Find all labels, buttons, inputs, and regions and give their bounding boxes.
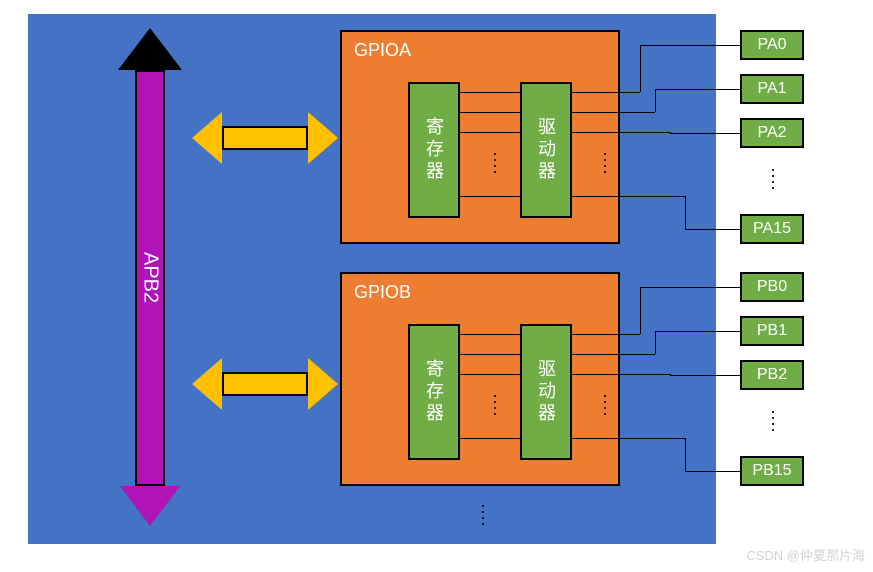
watermark: CSDN @仲夏那片海 (746, 545, 865, 564)
gpio-b-line-internal (460, 354, 520, 355)
pin-pa2: PA2 (740, 118, 804, 148)
arrow-gpiob-right (308, 358, 338, 410)
arrow-gpioa-left (192, 112, 222, 164)
pin-pb2: PB2 (740, 360, 804, 390)
apb2-label: APB2 (135, 238, 165, 318)
pin-label-pb2: PB2 (742, 362, 802, 388)
ellipsis-dots: ···· (768, 408, 778, 432)
gpio-b-line-internal (460, 334, 520, 335)
gpio-b-title: GPIOB (354, 282, 411, 303)
gpio-b-register: 寄存器 (408, 324, 460, 460)
pin-label-pa1: PA1 (742, 76, 802, 102)
pin-pa15: PA15 (740, 214, 804, 244)
gpio-a-driver: 驱动器 (520, 82, 572, 218)
pin-label-pa0: PA0 (742, 32, 802, 58)
gpio-b (340, 272, 620, 486)
pin-label-pa2: PA2 (742, 120, 802, 146)
arrow-gpioa-right (308, 112, 338, 164)
pin-pb1: PB1 (740, 316, 804, 346)
pin-pb0: PB0 (740, 272, 804, 302)
arrow-gpioa-shaft (222, 126, 308, 150)
ellipsis-dots: ···· (490, 392, 500, 416)
gpio-b-line-internal (460, 374, 520, 375)
apb2-arrow-down (120, 486, 180, 526)
diagram-canvas: APB2GPIOA寄存器驱动器GPIOB寄存器驱动器PA0PA1PA2PA15P… (0, 0, 873, 572)
gpio-a-line-internal (460, 112, 520, 113)
ellipsis-dots: ···· (768, 166, 778, 190)
gpio-a-line-internal (460, 92, 520, 93)
pin-label-pa15: PA15 (742, 216, 802, 242)
gpio-a-register: 寄存器 (408, 82, 460, 218)
pin-pb15: PB15 (740, 456, 804, 486)
pin-pa0: PA0 (740, 30, 804, 60)
pin-pa1: PA1 (740, 74, 804, 104)
gpio-a-title: GPIOA (354, 40, 411, 61)
pin-label-pb15: PB15 (742, 458, 802, 484)
arrow-gpiob-shaft (222, 372, 308, 396)
ellipsis-dots: ···· (490, 150, 500, 174)
ellipsis-dots: ···· (600, 392, 610, 416)
gpio-b-line-internal (460, 438, 520, 439)
ellipsis-dots: ···· (478, 502, 488, 526)
gpio-b-driver: 驱动器 (520, 324, 572, 460)
ellipsis-dots: ···· (600, 150, 610, 174)
gpio-a (340, 30, 620, 244)
gpio-a-line-internal (460, 132, 520, 133)
arrow-gpiob-left (192, 358, 222, 410)
gpio-a-line-internal (460, 196, 520, 197)
pin-label-pb1: PB1 (742, 318, 802, 344)
pin-label-pb0: PB0 (742, 274, 802, 300)
